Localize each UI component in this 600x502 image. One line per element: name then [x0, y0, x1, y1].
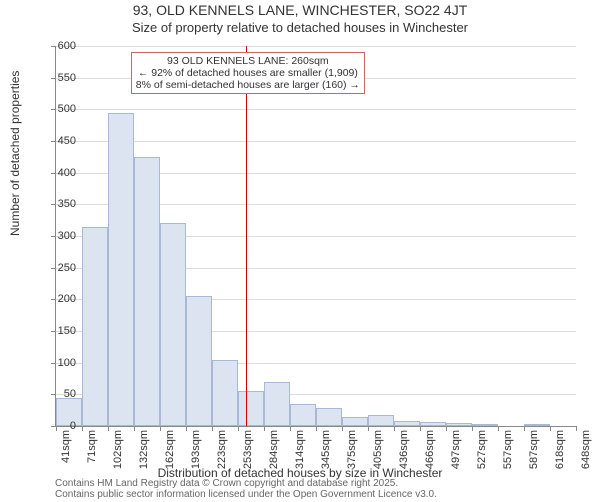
xtick-label: 587sqm: [528, 430, 540, 469]
xtick-mark: [394, 426, 395, 431]
xtick-mark: [134, 426, 135, 431]
xtick-mark: [316, 426, 317, 431]
bar: [264, 382, 290, 426]
gridline: [56, 141, 576, 142]
xtick-mark: [108, 426, 109, 431]
bar: [472, 424, 498, 426]
bar: [212, 360, 238, 427]
xtick-mark: [446, 426, 447, 431]
xtick-label: 405sqm: [372, 430, 384, 469]
xtick-label: 132sqm: [138, 430, 150, 469]
bar: [160, 223, 186, 426]
xtick-mark: [290, 426, 291, 431]
ytick-label: 250: [46, 262, 76, 274]
annot-line: ← 92% of detached houses are smaller (1,…: [136, 67, 360, 79]
footnote-line2: Contains public sector information licen…: [55, 489, 437, 500]
ytick-label: 150: [46, 325, 76, 337]
xtick-label: 527sqm: [476, 430, 488, 469]
gridline: [56, 109, 576, 110]
bar: [420, 422, 446, 426]
xtick-label: 223sqm: [216, 430, 228, 469]
xtick-mark: [420, 426, 421, 431]
xtick-mark: [264, 426, 265, 431]
ytick-label: 550: [46, 72, 76, 84]
plot-region: 41sqm71sqm102sqm132sqm162sqm193sqm223sqm…: [55, 46, 576, 427]
bar: [290, 404, 316, 426]
y-axis-label: Number of detached properties: [8, 71, 22, 236]
xtick-label: 436sqm: [398, 430, 410, 469]
xtick-mark: [498, 426, 499, 431]
xtick-label: 253sqm: [242, 430, 254, 469]
ytick-label: 400: [46, 167, 76, 179]
xtick-label: 648sqm: [580, 430, 592, 469]
annot-line: 8% of semi-detached houses are larger (1…: [136, 79, 360, 91]
bar: [342, 417, 368, 427]
bar: [82, 227, 108, 427]
ytick-label: 350: [46, 198, 76, 210]
bar: [134, 157, 160, 426]
ytick-label: 600: [46, 40, 76, 52]
xtick-mark: [342, 426, 343, 431]
chart-container: 93, OLD KENNELS LANE, WINCHESTER, SO22 4…: [0, 2, 600, 502]
ytick-label: 0: [46, 420, 76, 432]
gridline: [56, 46, 576, 47]
footnote-line1: Contains HM Land Registry data © Crown c…: [55, 478, 437, 489]
reference-line: [246, 46, 247, 426]
xtick-label: 162sqm: [164, 430, 176, 469]
xtick-mark: [82, 426, 83, 431]
bar: [368, 415, 394, 426]
chart-area: 41sqm71sqm102sqm132sqm162sqm193sqm223sqm…: [55, 46, 575, 426]
xtick-label: 466sqm: [424, 430, 436, 469]
annot-line: 93 OLD KENNELS LANE: 260sqm: [136, 55, 360, 67]
ytick-label: 200: [46, 293, 76, 305]
ytick-label: 300: [46, 230, 76, 242]
bar: [446, 423, 472, 426]
ytick-label: 500: [46, 103, 76, 115]
xtick-label: 375sqm: [346, 430, 358, 469]
xtick-label: 497sqm: [450, 430, 462, 469]
bar: [108, 113, 134, 427]
xtick-mark: [160, 426, 161, 431]
xtick-label: 193sqm: [190, 430, 202, 469]
xtick-label: 41sqm: [60, 430, 72, 463]
title-line2: Size of property relative to detached ho…: [0, 20, 600, 35]
xtick-mark: [186, 426, 187, 431]
title-line1: 93, OLD KENNELS LANE, WINCHESTER, SO22 4…: [0, 2, 600, 18]
xtick-label: 71sqm: [86, 430, 98, 463]
footnote: Contains HM Land Registry data © Crown c…: [55, 478, 437, 500]
xtick-label: 618sqm: [554, 430, 566, 469]
xtick-label: 557sqm: [502, 430, 514, 469]
xtick-label: 345sqm: [320, 430, 332, 469]
xtick-label: 284sqm: [268, 430, 280, 469]
bar: [394, 421, 420, 426]
bar: [238, 391, 264, 426]
xtick-mark: [238, 426, 239, 431]
ytick-label: 100: [46, 357, 76, 369]
bar: [524, 424, 550, 426]
xtick-label: 102sqm: [112, 430, 124, 469]
xtick-mark: [368, 426, 369, 431]
xtick-mark: [472, 426, 473, 431]
bar: [316, 408, 342, 426]
xtick-label: 314sqm: [294, 430, 306, 469]
bar: [186, 296, 212, 426]
xtick-mark: [550, 426, 551, 431]
ytick-label: 450: [46, 135, 76, 147]
xtick-mark: [212, 426, 213, 431]
ytick-label: 50: [46, 388, 76, 400]
xtick-mark: [524, 426, 525, 431]
annotation-box: 93 OLD KENNELS LANE: 260sqm← 92% of deta…: [131, 52, 365, 94]
xtick-mark: [576, 426, 577, 431]
